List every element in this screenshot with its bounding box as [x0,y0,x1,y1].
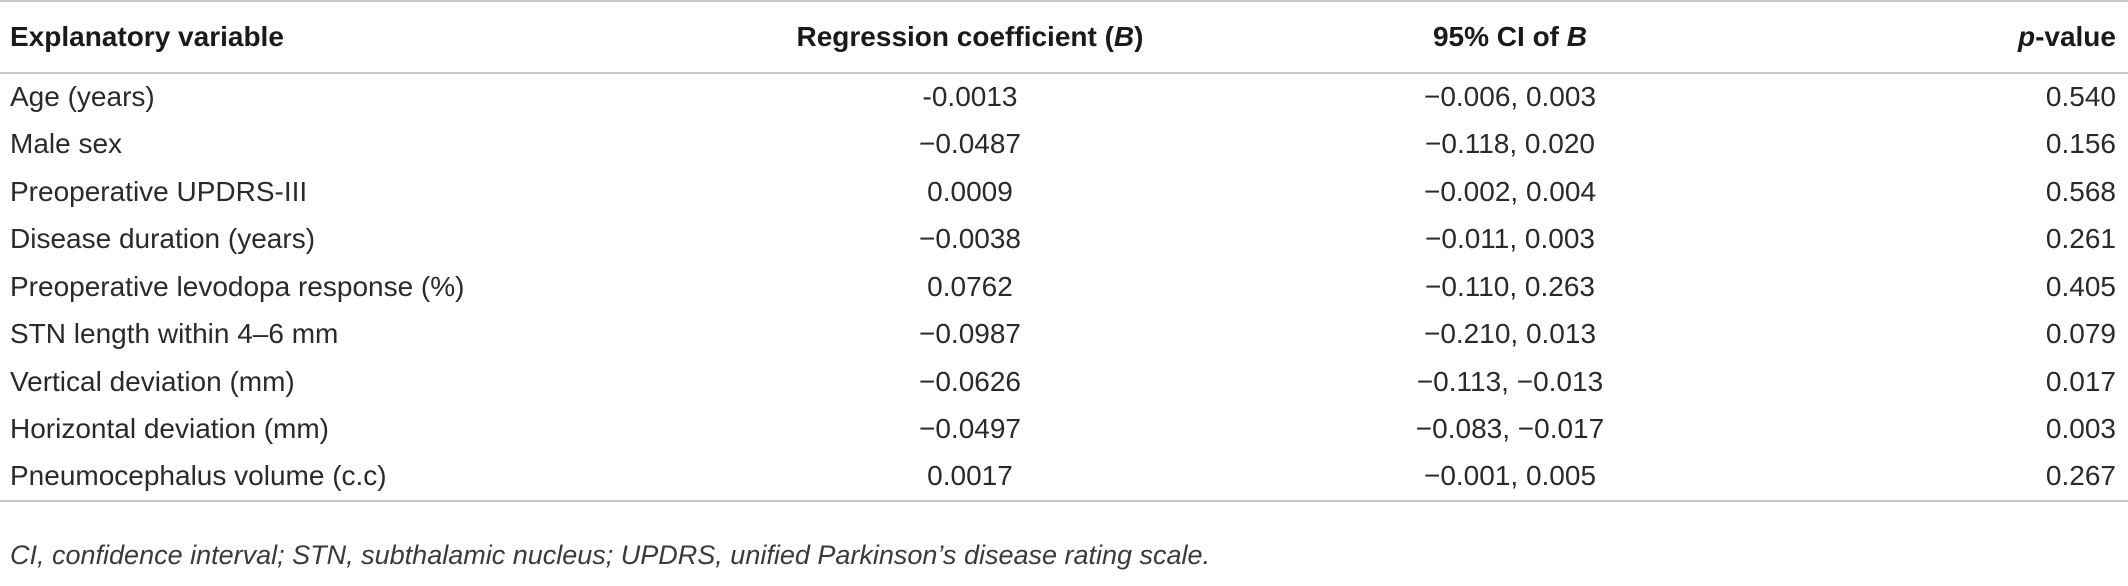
cell-p-value: 0.017 [2045,365,2116,397]
cell-p-value: 0.405 [2045,270,2116,302]
cell-variable: Preoperative levodopa response (%) [10,270,465,302]
cell-confidence-interval: −0.210, 0.013 [1423,318,1597,350]
cell-p-value: 0.003 [2045,413,2116,445]
cell-variable: Vertical deviation (mm) [10,365,295,397]
cell-confidence-interval: −0.083, −0.017 [1415,413,1605,445]
cell-p-value: 0.261 [2045,223,2116,255]
cell-confidence-interval: −0.001, 0.005 [1240,453,1780,502]
cell-p-value: 0.079 [2045,318,2116,350]
table-row: Age (years) -0.0013 −0.006, 0.003 0.540 [0,73,2128,121]
regression-table-container: Explanatory variable Regression coeffici… [0,0,2128,502]
table-body: Age (years) -0.0013 −0.006, 0.003 0.540 Male… [0,73,2128,502]
cell-p-value: 0.267 [1780,453,2128,502]
cell-coefficient: −0.0038 [919,223,1021,255]
cell-variable: Horizontal deviation (mm) [10,413,329,445]
cell-coefficient: −0.0487 [919,128,1021,160]
cell-confidence-interval: −0.110, 0.263 [1425,270,1595,302]
cell-coefficient: −0.0626 [919,365,1021,397]
cell-coefficient: 0.0017 [700,453,1240,502]
cell-confidence-interval: −0.011, 0.003 [1425,223,1595,255]
cell-variable: Disease duration (years) [10,223,316,255]
header-confidence-interval: 95% CI of B [1240,0,1780,74]
cell-confidence-interval: −0.118, 0.020 [1425,128,1595,160]
table-row: Disease duration (years) −0.0038 −0.011, 0… [0,216,2128,264]
header-p-value: p-value [1780,0,2128,74]
table-header-row: Explanatory variable Regression coeffici… [0,0,2128,74]
header-regression-coefficient: Regression coefficient (B) [700,0,1240,74]
cell-variable: STN length within 4–6 mm [10,318,339,350]
table-row: Preoperative levodopa response (%) 0.0762… [0,263,2128,311]
cell-variable: Pneumocephalus volume (c.c) [0,453,700,502]
cell-variable: Male sex [10,128,123,160]
cell-confidence-interval: −0.113, −0.013 [1416,365,1604,397]
table-row: Preoperative UPDRS-III 0.0009 −0.002, 0.00… [0,168,2128,216]
cell-variable: Age (years) [10,81,155,113]
cell-coefficient: −0.0987 [919,318,1021,350]
cell-coefficient: 0.0009 [927,175,1013,207]
header-explanatory-variable: Explanatory variable [0,0,700,74]
cell-confidence-interval: −0.002, 0.004 [1423,175,1597,207]
cell-variable: Preoperative UPDRS-III [10,175,308,207]
table-row: Horizontal deviation (mm) −0.0497 −0.083, … [0,406,2128,454]
table-footnote: CI, confidence interval; STN, subthalami… [10,540,1211,570]
cell-p-value: 0.156 [2045,128,2116,160]
table-row: Male sex −0.0487 −0.118, 0.020 0.156 [0,121,2128,169]
cell-p-value: 0.568 [2045,175,2116,207]
table-row: STN length within 4–6 mm −0.0987 −0.210, 0… [0,311,2128,359]
cell-confidence-interval: −0.006, 0.003 [1423,81,1597,113]
cell-p-value: 0.540 [2045,81,2116,113]
cell-coefficient: -0.0013 [922,81,1018,113]
cell-coefficient: 0.0762 [927,270,1013,302]
cell-coefficient: −0.0497 [919,413,1021,445]
regression-table: Explanatory variable Regression coeffici… [0,0,2128,502]
table-row: Pneumocephalus volume (c.c) 0.0017 −0.001,… [0,453,2128,502]
table-row: Vertical deviation (mm) −0.0626 −0.113, −0… [0,358,2128,406]
